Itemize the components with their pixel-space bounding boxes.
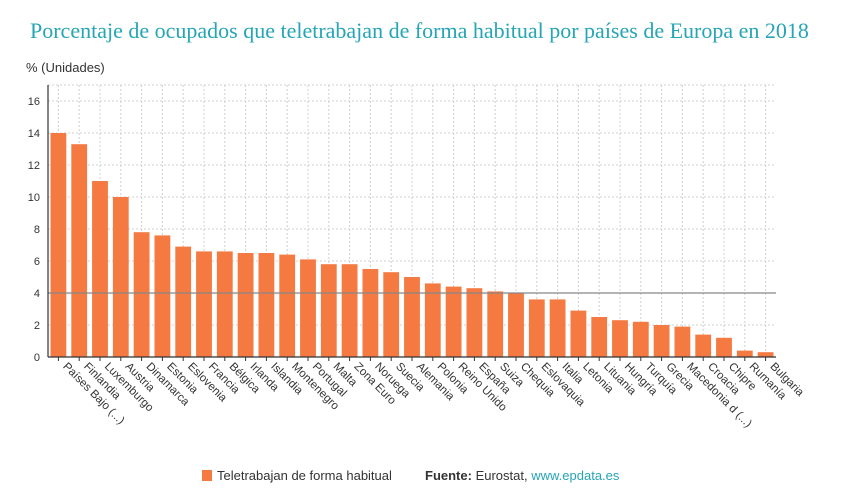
bar[interactable]: [632, 321, 649, 357]
bar[interactable]: [300, 259, 316, 357]
bar[interactable]: [92, 181, 108, 357]
bar[interactable]: [341, 264, 358, 357]
bar[interactable]: [466, 288, 483, 357]
y-tick-label: 2: [34, 320, 40, 332]
bar[interactable]: [528, 299, 545, 357]
bars: [50, 133, 774, 357]
bar[interactable]: [736, 350, 753, 357]
bar[interactable]: [508, 293, 524, 357]
bar[interactable]: [133, 232, 150, 357]
bar[interactable]: [279, 254, 296, 357]
y-tick-label: 14: [28, 128, 40, 140]
bar[interactable]: [50, 133, 67, 357]
bar[interactable]: [320, 264, 337, 357]
bar[interactable]: [695, 334, 712, 357]
source-link[interactable]: www.epdata.es: [531, 468, 620, 483]
chart-title: Porcentaje de ocupados que teletrabajan …: [30, 18, 809, 43]
bar[interactable]: [175, 246, 192, 357]
legend-label: Teletrabajan de forma habitual: [217, 468, 392, 483]
bar[interactable]: [404, 277, 420, 357]
source: Fuente: Eurostat, www.epdata.es: [425, 468, 619, 483]
bar[interactable]: [154, 235, 171, 357]
bar[interactable]: [112, 197, 129, 357]
y-tick-label: 10: [28, 192, 40, 204]
bar[interactable]: [216, 251, 233, 357]
y-tick-label: 4: [34, 288, 40, 300]
bar[interactable]: [71, 144, 88, 357]
bar[interactable]: [757, 352, 774, 357]
bar[interactable]: [549, 299, 566, 357]
bar[interactable]: [424, 283, 441, 357]
source-text: Eurostat,: [475, 468, 528, 483]
bar[interactable]: [487, 291, 504, 357]
y-tick-label: 6: [34, 256, 40, 268]
bar[interactable]: [612, 320, 628, 357]
bar[interactable]: [716, 337, 732, 357]
y-tick-label: 16: [28, 96, 40, 108]
source-label: Fuente:: [425, 468, 472, 483]
y-axis-label: % (Unidades): [26, 60, 105, 75]
bar[interactable]: [653, 325, 670, 357]
x-ticks: Países Bajo (...)FinlandiaLuxemburgoAust…: [57, 357, 806, 430]
bar[interactable]: [591, 317, 608, 357]
bar[interactable]: [445, 286, 462, 357]
y-tick-label: 12: [28, 160, 40, 172]
bar[interactable]: [570, 310, 587, 357]
bar[interactable]: [674, 326, 691, 357]
y-tick-label: 8: [34, 224, 40, 236]
legend[interactable]: Teletrabajan de forma habitual: [202, 468, 392, 483]
bar[interactable]: [258, 253, 275, 357]
legend-swatch: [202, 470, 212, 481]
y-ticks: 0 2 4 6 8 10 12 14 16: [28, 96, 40, 364]
bar[interactable]: [362, 269, 379, 357]
bar[interactable]: [237, 253, 254, 357]
bar[interactable]: [196, 251, 212, 357]
bar[interactable]: [383, 272, 400, 357]
bar-chart: 0 2 4 6 8 10 12 14 16 Países Bajo (...)Finlandia…: [28, 84, 806, 430]
y-tick-label: 0: [34, 352, 40, 364]
